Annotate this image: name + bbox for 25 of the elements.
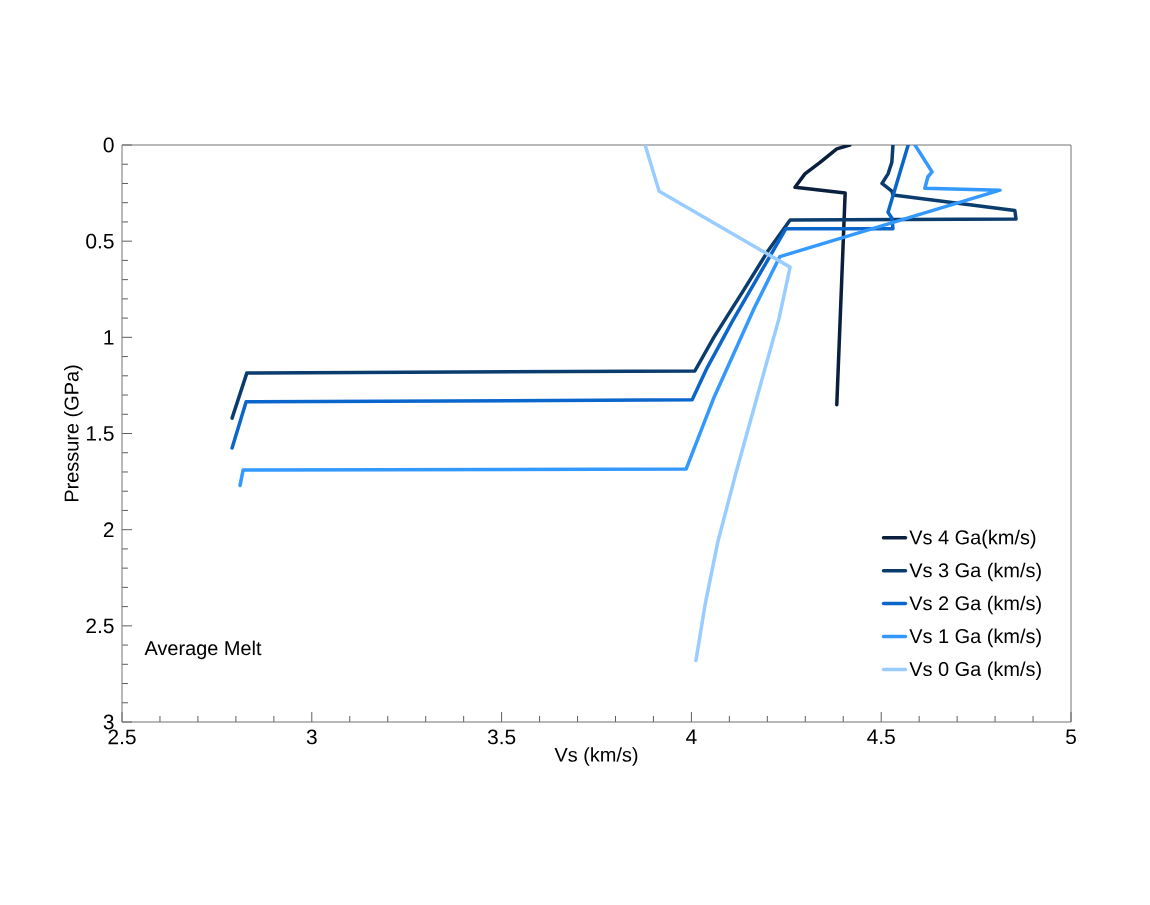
line-series — [793, 145, 852, 407]
line-series — [230, 145, 1018, 420]
annotation: Average Melt — [144, 640, 262, 660]
y-axis-title: Pressure (GPa) — [63, 365, 83, 502]
legend-label: Vs 3 Ga (km/s) — [909, 562, 1041, 582]
x-tick-label: 4.5 — [867, 729, 895, 745]
x-tick-label: 3 — [306, 729, 317, 745]
y-tick-label: 0 — [103, 137, 114, 153]
y-tick-label: 2 — [103, 522, 114, 537]
x-tick-label: 3.5 — [487, 729, 516, 745]
x-axis-title: Vs (km/s) — [554, 747, 638, 766]
x-tick-label: 5 — [1066, 729, 1076, 745]
line-series — [238, 145, 1002, 488]
y-tick-label: 3 — [103, 714, 114, 730]
line-series — [643, 145, 792, 663]
legend-label: Vs 1 Ga (km/s) — [909, 628, 1041, 648]
y-tick-label: 1 — [104, 330, 114, 345]
legend-label: Vs 2 Ga (km/s) — [909, 595, 1041, 615]
line-series — [230, 145, 910, 450]
y-tick-label: 0.5 — [86, 233, 114, 249]
y-tick-label: 1.5 — [86, 426, 114, 441]
legend-label: Vs 4 Ga(km/s) — [909, 529, 1036, 549]
y-tick-label: 2.5 — [86, 618, 114, 634]
x-tick-label: 4 — [686, 729, 697, 744]
legend-label: Vs 0 Ga (km/s) — [909, 661, 1041, 681]
